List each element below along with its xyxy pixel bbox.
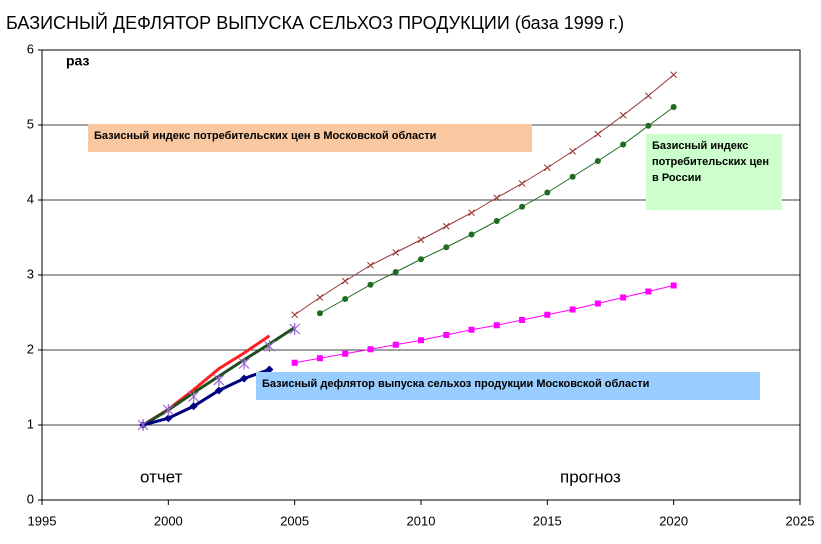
marker xyxy=(162,404,174,416)
marker xyxy=(341,277,349,285)
marker xyxy=(594,158,601,164)
marker xyxy=(188,390,200,403)
marker xyxy=(493,194,501,202)
marker xyxy=(569,306,576,313)
series-line xyxy=(142,368,270,427)
marker xyxy=(569,147,576,155)
x-tick-label: 2010 xyxy=(407,513,436,528)
marker xyxy=(670,104,677,110)
marker xyxy=(620,141,627,148)
series-line xyxy=(294,285,674,364)
marker xyxy=(392,341,399,348)
marker xyxy=(392,249,400,256)
annotation-box: Базисный дефлятор выпуска сельхоз продук… xyxy=(256,372,760,400)
marker xyxy=(418,337,424,344)
marker xyxy=(342,296,349,302)
marker xyxy=(442,222,450,230)
marker xyxy=(367,281,374,288)
marker xyxy=(468,231,475,238)
marker xyxy=(519,317,526,323)
annotation-box: Базисный индекс потребительских цен в Мо… xyxy=(88,124,532,152)
marker xyxy=(594,300,601,307)
marker xyxy=(291,359,298,366)
marker xyxy=(619,111,627,119)
marker xyxy=(214,386,223,395)
marker xyxy=(544,189,551,196)
y-tick-label: 4 xyxy=(27,191,34,206)
marker xyxy=(443,244,450,251)
marker xyxy=(137,419,149,431)
marker xyxy=(316,294,324,301)
marker xyxy=(418,256,424,263)
y-axis-label: раз xyxy=(66,53,90,69)
marker xyxy=(468,209,475,217)
marker xyxy=(342,350,349,357)
y-tick-label: 5 xyxy=(27,116,34,131)
x-tick-label: 2025 xyxy=(786,513,815,528)
marker xyxy=(213,374,225,386)
marker xyxy=(392,269,399,275)
marker xyxy=(291,311,299,319)
marker xyxy=(519,203,526,210)
marker xyxy=(238,357,250,370)
x-tick-label: 2015 xyxy=(533,513,562,528)
chart-title: БАЗИСНЫЙ ДЕФЛЯТОР ВЫПУСКА СЕЛЬХОЗ ПРОДУК… xyxy=(6,12,624,33)
marker xyxy=(189,402,198,411)
marker xyxy=(543,164,551,172)
marker xyxy=(645,288,652,295)
y-tick-label: 2 xyxy=(27,341,34,356)
marker xyxy=(620,294,627,301)
marker xyxy=(594,130,602,138)
marker xyxy=(493,218,500,224)
x-tick-label: 1995 xyxy=(28,513,57,528)
marker xyxy=(544,311,551,318)
marker xyxy=(263,340,275,353)
marker xyxy=(670,71,678,79)
marker xyxy=(645,92,652,100)
marker xyxy=(443,332,450,338)
marker xyxy=(417,236,425,244)
y-tick-label: 0 xyxy=(27,491,34,506)
marker xyxy=(164,414,173,423)
y-tick-label: 3 xyxy=(27,266,34,281)
annotation: прогноз xyxy=(560,467,621,486)
annotation-box: Базисный индекс потребительских цен в Ро… xyxy=(646,134,782,210)
marker xyxy=(468,326,475,333)
marker xyxy=(493,322,500,329)
y-tick-label: 6 xyxy=(27,41,34,56)
x-tick-label: 2005 xyxy=(280,513,309,528)
marker xyxy=(316,310,323,317)
marker xyxy=(240,374,249,383)
series-line xyxy=(294,74,674,316)
marker xyxy=(518,180,526,187)
marker xyxy=(569,173,576,180)
marker xyxy=(289,323,301,335)
marker xyxy=(367,261,374,269)
y-tick-label: 1 xyxy=(27,416,34,431)
marker xyxy=(265,365,274,374)
marker xyxy=(316,355,323,362)
x-tick-label: 2000 xyxy=(154,513,183,528)
marker xyxy=(670,282,677,289)
marker xyxy=(367,346,374,353)
annotation: отчет xyxy=(140,467,183,486)
x-tick-label: 2020 xyxy=(659,513,688,528)
marker xyxy=(645,122,652,129)
